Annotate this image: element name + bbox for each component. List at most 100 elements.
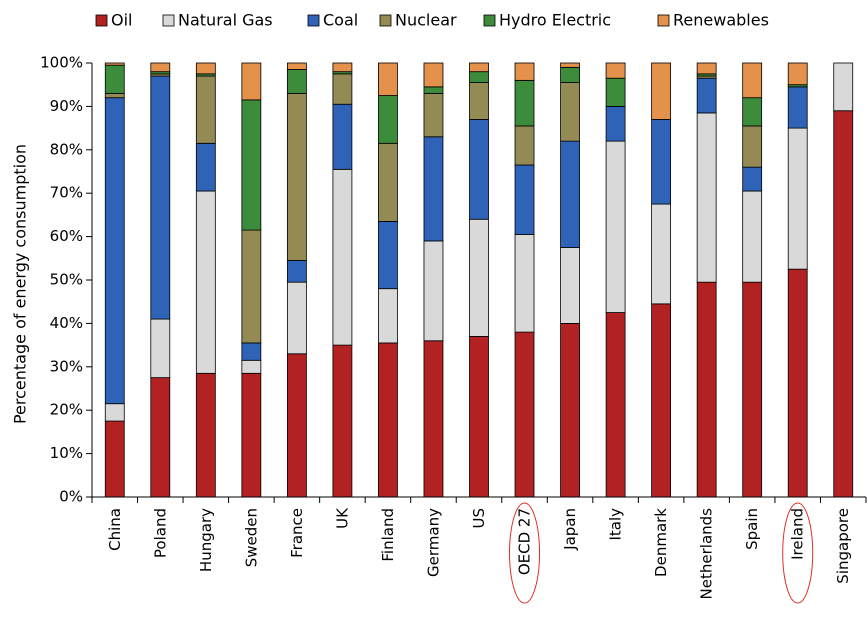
legend-swatch [162,14,175,27]
bar-segment [241,372,262,498]
bar-segment [605,312,626,498]
legend-swatch [95,14,108,27]
bar-segment [423,92,444,138]
y-tick-label: 40% [50,314,83,332]
bar-segment [286,353,307,498]
y-tick-label: 50% [50,271,83,289]
bar-segment [423,62,444,88]
bar-segment [104,92,125,99]
bar-segment [514,331,535,498]
bar-segment [605,62,626,79]
bar-segment [469,218,489,337]
bar-segment [560,66,580,83]
bar-segment [514,234,535,333]
y-tick-label: 90% [50,97,83,115]
bar-segment [696,112,717,283]
bar-segment [423,240,444,342]
bar-segment [150,377,171,498]
bar-segment [378,288,398,344]
bar-segment [104,62,125,66]
highlight-ellipses [509,502,814,604]
bar-segment [195,372,216,498]
bar-segment [378,62,398,96]
bar-segment [332,62,353,73]
bar-segment [195,190,216,374]
x-axis-labels: China Poland Hungary Sweden France UK Finland G… [106,507,852,600]
x-tick-label: Spain [743,508,761,550]
bar-segment [332,168,353,346]
bar-segment [286,281,307,355]
bar-segment [833,62,854,112]
bar-segment [696,281,717,498]
bar-segment [195,142,216,192]
bar-segment [423,86,444,94]
legend-swatch [379,14,392,27]
bar-segment [742,190,763,283]
bar-segment [241,62,262,101]
legend-swatch [657,14,670,27]
y-axis-title: Percentage of energy consumption [11,144,30,424]
legend-label: Nuclear [395,11,457,30]
y-tick-label: 20% [50,401,83,419]
legend-label: Renewables [673,11,769,30]
bar-segment [742,62,763,99]
bar-segment [195,75,216,144]
bar-segment [651,119,672,205]
x-tick-label: China [106,508,124,551]
bar-segment [469,62,489,73]
x-tick-label: Netherlands [698,508,716,600]
bar-segment [469,119,489,220]
bar-segment [378,95,398,144]
bar-segment [332,103,353,170]
x-tick-label: Italy [607,508,625,541]
bar-segment [605,140,626,313]
legend-swatch [307,14,320,27]
bar-segment [241,359,262,374]
highlight-ellipse [509,502,541,604]
legend-label: Oil [111,11,132,30]
bar-segment [423,136,444,242]
bar-segment [696,77,717,114]
bar-segment [605,77,626,107]
bar-segment [560,322,580,498]
x-tick-label: Hungary [197,508,215,572]
bar-segment [696,62,717,75]
bar-segment [651,62,672,120]
x-tick-label: Japan [561,508,579,551]
bar-segment [423,340,444,498]
legend: Oil Natural Gas Coal Nuclear Hydro Electric R… [95,11,769,30]
y-axis-ticks: 0% 10% 20% 30% 40% 50% 60% 70% 80% 90% 100% [40,54,92,506]
bar-segment [742,166,763,192]
bar-segment [286,62,307,70]
bar-segment [104,420,125,498]
bar-segment [560,247,580,324]
x-tick-label: UK [333,507,351,529]
bar-segment [332,344,353,498]
y-tick-label: 60% [50,227,83,245]
bar-segment [787,268,808,498]
y-tick-label: 80% [50,140,83,158]
bar-segment [605,106,626,142]
bar-segment [469,71,489,83]
bar-segment [560,82,580,142]
legend-label: Natural Gas [178,11,273,30]
bar-segment [104,403,125,422]
legend-label: Hydro Electric [499,11,611,30]
bar-segment [514,125,535,166]
bar-segment [104,97,125,405]
x-tick-label: Finland [379,508,397,562]
x-tick-label: Poland [151,508,169,558]
x-tick-label: OECD 27 [516,508,534,575]
highlight-ellipse [782,502,814,604]
y-tick-label: 30% [50,357,83,375]
x-tick-label: Germany [424,508,442,577]
bar-segment [332,73,353,105]
bar-segment [651,303,672,498]
bar-segment [378,342,398,498]
legend-swatch [483,14,496,27]
bar-segment [150,62,171,73]
bars [104,62,854,498]
bar-segment [560,62,580,68]
x-tick-label: US [470,508,488,529]
